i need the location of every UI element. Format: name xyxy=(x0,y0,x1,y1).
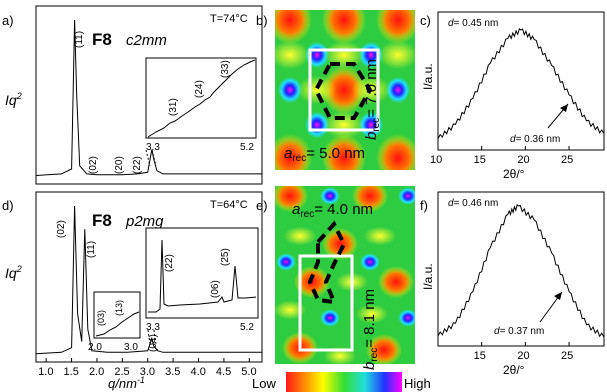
density-minimum xyxy=(398,309,418,327)
d-shoulder-label-f: d= 0.37 nm xyxy=(494,326,544,337)
phase-label-a: c2mm xyxy=(126,32,167,49)
ylabel-c: I/a.u. xyxy=(421,63,435,90)
phase-label-d: p2mg xyxy=(125,213,164,230)
xticks-d: 1.0 1.5 2.0 2.5 3.0 3.5 4.0 4.5 5.0 xyxy=(38,358,256,378)
xtick-label-d-4: 4.0 xyxy=(191,366,206,378)
inset-peak-a-24: (24) xyxy=(194,80,205,98)
d-shoulder-label-c: d= 0.36 nm xyxy=(510,134,560,145)
xtick-label-c-20: 20 xyxy=(517,154,529,166)
panel-d: d) Iq2 F8 p2mg T=64°C (02) (11) (04) 1.0… xyxy=(2,192,262,391)
xtick-label-d-4.5: 4.5 xyxy=(216,366,231,378)
colorbar-high-label: High xyxy=(404,376,431,391)
panel-e: e) arec= 4.0 nm brec= 8.1 nm xyxy=(256,180,418,370)
xtick-label-c-25: 25 xyxy=(561,154,573,166)
temperature-label-d: T=64°C xyxy=(210,199,248,211)
inset-peak-d-06: (06) xyxy=(210,280,221,298)
density-mid xyxy=(284,226,316,245)
density-mid xyxy=(297,76,337,105)
xlabel-f: 2θ/° xyxy=(503,363,525,377)
peak-label-a-20: (20) xyxy=(114,156,125,174)
density-maximum xyxy=(378,266,414,298)
xtick-label-c-10: 10 xyxy=(430,154,442,166)
xlabel-c: 2θ/° xyxy=(503,167,525,181)
density-minimum xyxy=(320,309,340,327)
peak-label-a-11: (11) xyxy=(74,31,85,48)
density-minimum xyxy=(276,253,296,271)
inset-peak-d-22: (22) xyxy=(164,254,175,272)
xlabel-d: q/nm-1 xyxy=(108,375,145,391)
axes-frame-c xyxy=(438,12,604,150)
inset-xmin-a: 3.3 xyxy=(146,142,160,153)
xtick-label-f-15: 15 xyxy=(474,350,486,362)
xrd-curve-f xyxy=(438,205,604,337)
xtick-label-d-1.5: 1.5 xyxy=(64,366,79,378)
density-mid xyxy=(378,41,418,70)
inset-left-xmin-d: 2.0 xyxy=(88,342,102,353)
panel-f: f) I/a.u. 15 20 25 2θ/° d= 0.46 nm d= 0.37… xyxy=(420,192,604,377)
peak-label-a-02: (02) xyxy=(88,156,99,174)
temperature-label-a: T=74°C xyxy=(210,13,248,25)
material-label-a: F8 xyxy=(92,30,112,49)
xtick-label-f-25: 25 xyxy=(561,350,573,362)
density-maximum xyxy=(376,134,420,182)
inset-peak-d-25: (25) xyxy=(220,248,231,266)
d-peak-label-c: d= 0.45 nm xyxy=(448,18,498,29)
ylabel-d: Iq2 xyxy=(5,264,22,281)
inset-peak-d-03: (03) xyxy=(96,310,106,326)
panel-a: a) Iq2 F8 c2mm T=74°C (11) (02) (20) (22… xyxy=(2,6,262,184)
xtick-label-d-3.5: 3.5 xyxy=(165,366,180,378)
density-minimum xyxy=(398,187,418,205)
axes-frame-f xyxy=(438,192,604,346)
inset-peak-a-33: (33) xyxy=(220,60,231,78)
xtick-label-d-2: 2.0 xyxy=(89,366,104,378)
peak-label-d-11: (11) xyxy=(86,241,97,258)
inset-peak-d-13: (13) xyxy=(114,300,124,316)
density-mid xyxy=(270,41,310,70)
panel-label-a: a) xyxy=(2,13,14,28)
panel-label-f: f) xyxy=(420,198,428,213)
colorbar-low-label: Low xyxy=(252,376,276,391)
panel-c: c) I/a.u. 10 15 20 25 2θ/° d= 0.45 nm d= 0.… xyxy=(420,12,604,181)
material-label-d: F8 xyxy=(92,211,112,230)
inset-xmax-a: 5.2 xyxy=(240,142,254,153)
inset-left-xmax-d: 3.0 xyxy=(124,342,138,353)
xrd-curve-c xyxy=(438,29,604,139)
density-maximum xyxy=(272,180,308,212)
panel-label-c: c) xyxy=(420,13,431,28)
xtick-label-f-20: 20 xyxy=(517,350,529,362)
density-minimum xyxy=(360,253,380,271)
d-peak-label-f: d= 0.46 nm xyxy=(448,198,498,209)
colorbar: Low High xyxy=(252,372,431,392)
colorbar-gradient xyxy=(286,372,402,392)
xtick-label-d-1: 1.0 xyxy=(38,366,53,378)
inset-peak-a-31: (31) xyxy=(168,98,179,116)
panel-label-d: d) xyxy=(2,198,14,213)
panel-b: b) brec= 7.0 nm arec= 5.0 nm xyxy=(256,0,420,182)
peak-label-d-02: (02) xyxy=(56,220,67,238)
xticks-c: 10 15 20 25 xyxy=(430,146,573,166)
inset-right-xmax-d: 5.2 xyxy=(240,322,254,333)
density-mid xyxy=(364,226,396,245)
panel-label-b: b) xyxy=(256,13,268,28)
ylabel-a: Iq2 xyxy=(5,91,22,108)
panel-label-e: e) xyxy=(256,198,268,213)
ylabel-f: I/a.u. xyxy=(421,263,435,290)
peak-label-a-22: (22) xyxy=(132,156,143,174)
xtick-label-c-15: 15 xyxy=(474,154,486,166)
xticks-f: 15 20 25 xyxy=(474,342,574,362)
